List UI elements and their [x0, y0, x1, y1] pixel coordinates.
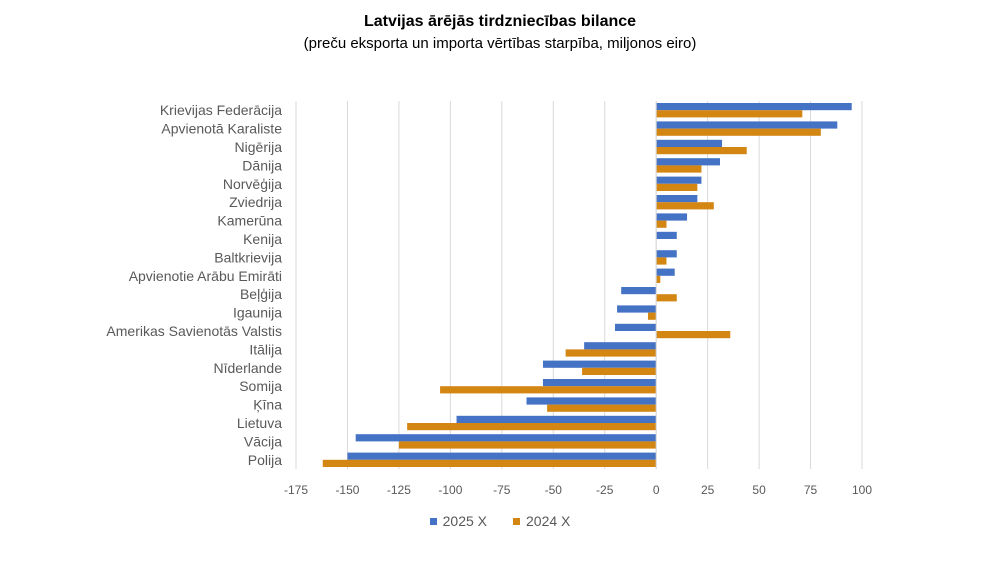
category-label-17: Lietuva [237, 415, 282, 431]
category-label-9: Apvienotie Arābu Emirāti [129, 268, 282, 284]
tick-label-1: -150 [335, 483, 359, 497]
bar-0-13 [584, 342, 657, 350]
bar-1-19 [322, 459, 657, 467]
bar-1-4 [656, 183, 698, 191]
bar-1-14 [582, 367, 657, 375]
bar-0-1 [656, 121, 838, 129]
bar-0-7 [656, 231, 677, 239]
legend-swatch-2024 [513, 517, 520, 525]
category-label-1: Apvienotā Karaliste [161, 121, 282, 137]
tick-label-8: 25 [701, 483, 715, 497]
bar-0-15 [542, 379, 657, 387]
category-label-6: Kamerūna [217, 213, 282, 229]
bar-0-4 [656, 176, 702, 184]
bar-0-19 [347, 452, 657, 460]
category-label-11: Igaunija [233, 305, 282, 321]
bar-0-14 [542, 360, 657, 368]
bar-1-1 [656, 128, 821, 136]
bar-0-16 [526, 397, 657, 405]
bar-0-3 [656, 158, 720, 166]
category-label-10: Beļģija [240, 286, 282, 302]
category-label-5: Zviedrija [229, 194, 282, 210]
chart-subtitle: (preču eksporta un importa vērtības star… [303, 35, 697, 52]
bar-1-6 [656, 220, 667, 228]
legend-item-2024[interactable]: 2024 X [513, 513, 570, 529]
category-label-0: Krievijas Federācija [160, 102, 282, 118]
category-label-18: Vācija [244, 433, 282, 449]
bar-0-11 [617, 305, 657, 313]
tick-label-0: -175 [284, 483, 308, 497]
legend-swatch-2025 [429, 517, 437, 525]
bar-0-8 [656, 250, 677, 258]
bar-0-10 [621, 287, 657, 295]
category-label-2: Nigērija [235, 139, 283, 155]
category-label-13: Itālija [249, 341, 282, 357]
category-labels: Krievijas Federācija Apvienotā Karaliste N… [106, 102, 282, 468]
bar-1-9 [656, 275, 661, 283]
bar-1-5 [656, 202, 714, 210]
bar-0-12 [615, 323, 657, 331]
bar-0-2 [656, 139, 723, 147]
tick-label-6: -25 [596, 483, 614, 497]
bar-0-18 [355, 434, 657, 442]
category-label-15: Somija [239, 378, 282, 394]
gridlines [295, 101, 863, 469]
tick-label-10: 75 [804, 483, 818, 497]
tick-label-9: 50 [752, 483, 766, 497]
bar-0-9 [656, 268, 675, 276]
bar-1-17 [407, 423, 657, 431]
category-label-4: Norvēģija [223, 176, 282, 192]
chart-title: Latvijas ārējās tirdzniecības bilance [363, 13, 637, 30]
bar-1-12 [656, 331, 731, 339]
tick-label-5: -50 [545, 483, 563, 497]
bar-1-10 [656, 294, 677, 302]
bar-0-5 [656, 195, 698, 203]
legend-label-2025: 2025 X [442, 513, 487, 529]
tick-label-4: -75 [493, 483, 511, 497]
bar-1-2 [656, 147, 747, 155]
legend: 2025 X 2024 X [0, 513, 1000, 529]
tick-label-2: -125 [387, 483, 411, 497]
bar-1-15 [440, 386, 657, 394]
bar-1-8 [656, 257, 667, 265]
bar-1-0 [656, 110, 803, 118]
bar-0-0 [656, 103, 852, 111]
bars [322, 101, 852, 469]
bar-1-13 [565, 349, 657, 357]
bar-1-16 [547, 404, 657, 412]
bar-1-11 [647, 312, 657, 320]
tick-label-7: 0 [653, 483, 660, 497]
category-label-14: Nīderlande [214, 360, 283, 376]
bar-1-3 [656, 165, 702, 173]
bar-1-18 [398, 441, 657, 449]
tick-labels: -175 -150 -125 -100 -75 -50 -25 0 25 50 75 100 [284, 483, 872, 497]
legend-item-2025[interactable]: 2025 X [429, 513, 487, 529]
category-label-12: Amerikas Savienotās Valstis [106, 323, 282, 339]
category-label-3: Dānija [242, 157, 282, 173]
legend-label-2024: 2024 X [526, 513, 571, 529]
tick-label-3: -100 [438, 483, 462, 497]
tick-label-11: 100 [852, 483, 872, 497]
category-label-8: Baltkrievija [214, 249, 282, 265]
category-label-19: Polija [248, 452, 282, 468]
bar-0-6 [656, 213, 688, 221]
category-label-16: Ķīna [253, 397, 282, 413]
bar-0-17 [456, 415, 657, 423]
category-label-7: Kenija [243, 231, 282, 247]
